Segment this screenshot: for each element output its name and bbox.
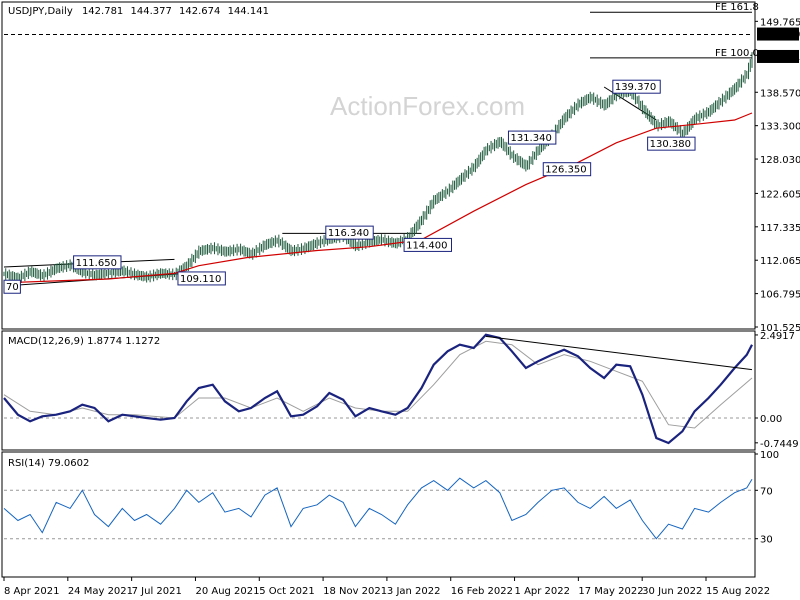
annotation-box-1 bbox=[177, 271, 226, 286]
price-ytick-label-8: 101.525 bbox=[760, 323, 800, 334]
rsi-label: RSI(14) 79.0602 bbox=[8, 458, 89, 469]
rsi-panel-frame bbox=[1, 451, 756, 578]
rsi-ytick-label-2: 30 bbox=[760, 535, 773, 546]
annotation-label-2: 116.340 bbox=[328, 228, 369, 239]
annotation-label-1: 109.110 bbox=[180, 274, 221, 285]
price-ytick-label-6: 112.065 bbox=[760, 256, 800, 267]
x-tick-label-1: 24 May 2021 bbox=[68, 586, 133, 597]
annotation-box-5 bbox=[542, 162, 592, 177]
macd-panel: MACD(12,26,9) 1.8774 1.1272 2.4917 0.00 -0… bbox=[1, 330, 799, 451]
hline-box-label-1: 147.680 bbox=[759, 30, 800, 41]
x-tick-label-6: 3 Jan 2022 bbox=[387, 586, 441, 597]
watermark: ActionForex.com bbox=[330, 91, 525, 121]
current-price-box: 144.141 bbox=[757, 49, 800, 63]
hline-label-0: FE 161.8 bbox=[715, 2, 759, 13]
hline-box-1 bbox=[757, 27, 799, 41]
ohlc-open: 142.781 bbox=[82, 6, 123, 17]
price-ytick-label-2: 133.300 bbox=[760, 122, 800, 133]
x-tick-label-5: 18 Nov 2021 bbox=[323, 586, 387, 597]
macd-ytick-label-0: 2.4917 bbox=[760, 331, 795, 342]
annotation-box-2 bbox=[325, 225, 374, 240]
price-annotations: 111.650 109.110 116.340 114.400 131.340 126.3… bbox=[3, 79, 696, 294]
macd-ytick-label-1: 0.00 bbox=[760, 414, 782, 425]
current-price-box-bg bbox=[757, 49, 799, 63]
annotation-box-3 bbox=[403, 237, 452, 252]
annotation-box-6 bbox=[612, 79, 661, 94]
x-tick-label-10: 30 Jun 2022 bbox=[642, 586, 702, 597]
macd-ytick-label-2: -0.7449 bbox=[760, 439, 799, 450]
annotation-label-7: 130.380 bbox=[650, 139, 691, 150]
annotation-box-4 bbox=[507, 130, 557, 145]
price-ytick-label-0: 149.765 bbox=[760, 17, 800, 28]
annotation-box-7 bbox=[647, 136, 696, 151]
rsi-ytick-label-0: 100 bbox=[760, 450, 779, 461]
symbol-label: USDJPY bbox=[8, 6, 45, 17]
macd-line bbox=[3, 333, 753, 445]
x-tick-label-9: 17 May 2022 bbox=[578, 586, 643, 597]
rsi-line bbox=[3, 477, 753, 540]
ohlc-close: 144.141 bbox=[228, 6, 269, 17]
chart-header-symbol: USDJPY,Daily 142.781 144.377 142.674 144… bbox=[8, 6, 269, 17]
ohlc-high: 144.377 bbox=[130, 6, 171, 17]
annotation-box-8 bbox=[3, 279, 21, 294]
annotation-label-6: 139.370 bbox=[615, 82, 656, 93]
price-ytick-label-1: 138.570 bbox=[760, 88, 800, 99]
price-ytick-label-4: 122.605 bbox=[760, 189, 800, 200]
price-ytick-label-5: 117.335 bbox=[760, 223, 800, 234]
price-panel: USDJPY,Daily 142.781 144.377 142.674 144… bbox=[1, 1, 800, 334]
rsi-levels bbox=[4, 489, 752, 540]
x-tick-label-4: 5 Oct 2021 bbox=[259, 586, 314, 597]
annotation-label-0: 111.650 bbox=[76, 258, 117, 269]
macd-trendline bbox=[485, 335, 753, 371]
price-ytick-label-3: 128.030 bbox=[760, 155, 800, 166]
macd-y-axis: 2.4917 0.00 -0.7449 bbox=[755, 331, 799, 450]
macd-label: MACD(12,26,9) 1.8774 1.1272 bbox=[8, 336, 160, 347]
x-tick-label-11: 15 Aug 2022 bbox=[706, 586, 770, 597]
annotation-label-4: 131.340 bbox=[510, 133, 551, 144]
annotation-label-5: 126.350 bbox=[545, 165, 586, 176]
current-price-label: 144.141 bbox=[759, 52, 800, 63]
hline-label-2: FE 100.0 bbox=[715, 48, 759, 59]
rsi-panel: RSI(14) 79.0602 100 70 30 bbox=[1, 450, 779, 578]
x-tick-label-2: 7 Jul 2021 bbox=[132, 586, 182, 597]
rsi-y-axis: 100 70 30 bbox=[755, 450, 779, 546]
ohlc-low: 142.674 bbox=[179, 6, 220, 17]
x-tick-label-7: 16 Feb 2022 bbox=[451, 586, 513, 597]
annotation-box-0 bbox=[73, 255, 122, 270]
x-tick-label-8: 1 Apr 2022 bbox=[515, 586, 570, 597]
rsi-ytick-label-1: 70 bbox=[760, 486, 773, 497]
timeframe-label: Daily bbox=[47, 6, 72, 17]
x-tick-label-0: 8 Apr 2021 bbox=[4, 586, 59, 597]
price-ytick-label-7: 106.795 bbox=[760, 290, 800, 301]
price-panel-frame bbox=[1, 1, 756, 330]
annotation-label-3: 114.400 bbox=[406, 240, 447, 251]
price-y-axis: 149.765 138.570 133.300 128.030 122.605 117.3… bbox=[755, 17, 800, 334]
macd-panel-frame bbox=[1, 330, 756, 451]
annotation-label-8: 70 bbox=[6, 282, 19, 293]
x-tick-label-3: 20 Aug 2021 bbox=[195, 586, 259, 597]
